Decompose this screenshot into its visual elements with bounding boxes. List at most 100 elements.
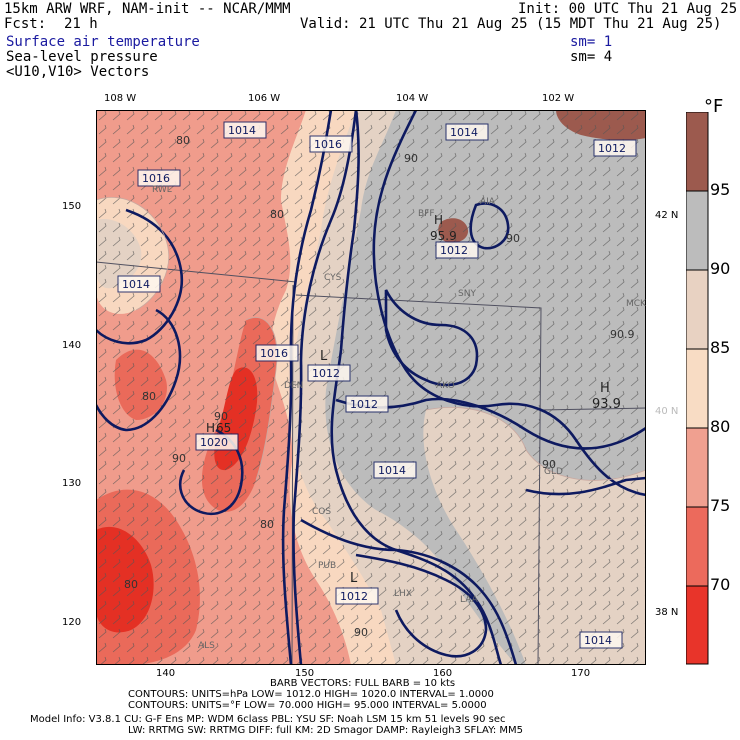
init-time: Init: 00 UTC Thu 21 Aug 25 [518, 1, 738, 17]
isobar-label: 1016 [255, 344, 299, 362]
isobar-label: 1012 [307, 364, 351, 382]
isobar-label-group: 1014 1016 1016 1012 1014 1012 1016 1012 … [117, 121, 637, 649]
station-label: AIA [480, 197, 496, 207]
lon-label-102w: 102 W [542, 93, 575, 104]
smoothing-1: sm= 1 [570, 34, 613, 50]
station-label: AKO [436, 381, 455, 391]
svg-text:1012: 1012 [340, 590, 368, 603]
isobar-label: 1012 [335, 587, 379, 605]
grid-y-label-150: 150 [62, 201, 82, 212]
lon-label-108w: 108 W [104, 93, 137, 104]
svg-text:1016: 1016 [314, 138, 342, 151]
temp-label: 90 [354, 626, 368, 639]
svg-text:1012: 1012 [312, 367, 340, 380]
colorbar-label-75: 75 [710, 496, 731, 515]
station-label: SNY [458, 289, 476, 299]
contour-info-pressure: CONTOURS: UNITS=hPa LOW= 1012.0 HIGH= 10… [128, 689, 494, 700]
station-label: RWL [152, 185, 172, 195]
temp-label: 90.9 [610, 328, 635, 341]
lon-label-106w: 106 W [248, 93, 281, 104]
grid-x-label-140: 140 [156, 668, 176, 679]
station-label: PUB [318, 561, 336, 571]
colorbar-swatch-90-95 [686, 190, 709, 271]
colorbar-swatch-85-90 [686, 269, 709, 350]
isobar-label: 1012 [593, 139, 637, 157]
temp-label-group: 80 80 90 80 90 80 90 90 90 90 90.9 80 [124, 134, 635, 639]
station-label: CYS [324, 273, 342, 283]
smoothing-2: sm= 4 [570, 49, 613, 65]
svg-text:1014: 1014 [584, 634, 612, 647]
isobar-label: 1014 [445, 123, 489, 141]
station-label: COS [312, 507, 331, 517]
high-value: 65 [216, 421, 231, 435]
temp-label: 80 [270, 208, 284, 221]
colorbar-swatch-below-70 [686, 585, 709, 665]
barb-info: BARB VECTORS: FULL BARB = 10 kts [270, 678, 456, 689]
svg-text:1016: 1016 [260, 347, 288, 360]
station-label: LAA [460, 595, 479, 605]
valid-time: Valid: 21 UTC Thu 21 Aug 25 (15 MDT Thu … [300, 16, 722, 32]
wind-barb-field [96, 110, 646, 665]
temp-label: 80 [124, 578, 138, 591]
extrema-group: H 93.9 H 95.9 H 65 L L [206, 213, 621, 586]
low-marker: L [350, 571, 358, 586]
grid-y-label-130: 130 [62, 478, 82, 489]
model-title: 15km ARW WRF, NAM-init -- NCAR/MMM [4, 1, 291, 17]
svg-text:1014: 1014 [450, 126, 478, 139]
isobar-label: 1014 [223, 121, 267, 139]
high-marker: H [600, 381, 610, 396]
svg-text:1020: 1020 [200, 436, 228, 449]
high-marker: H [206, 421, 215, 435]
temp-label: 90 [542, 458, 556, 471]
isobar-label: 1014 [579, 631, 623, 649]
colorbar-label-85: 85 [710, 338, 731, 357]
weather-map: 1014 1016 1016 1012 1014 1012 1016 1012 … [96, 110, 646, 665]
svg-text:1016: 1016 [142, 172, 170, 185]
forecast-label: Fcst: [4, 16, 47, 32]
forecast-hour: 21 h [64, 16, 98, 32]
grid-y-label-120: 120 [62, 617, 82, 628]
temp-label: 80 [260, 518, 274, 531]
svg-text:1012: 1012 [440, 244, 468, 257]
station-label: GLD [544, 467, 563, 477]
station-label: DEN [284, 381, 303, 391]
field-vectors: <U10,V10> Vectors [6, 64, 150, 80]
temp-label: 90 [404, 152, 418, 165]
svg-text:1014: 1014 [122, 278, 150, 291]
isobar-label: 1014 [117, 275, 161, 293]
colorbar-swatch-80-85 [686, 348, 709, 429]
colorbar-swatch-75-80 [686, 427, 709, 508]
grid-y-label-140: 140 [62, 340, 82, 351]
svg-text:1014: 1014 [228, 124, 256, 137]
map-frame [96, 110, 646, 665]
colorbar-swatch-95-plus [686, 112, 709, 192]
station-group: RWL AIA BFF CYS SNY AKO DEN COS PUB LHX … [152, 185, 646, 651]
colorbar-label-95: 95 [710, 180, 731, 199]
grid-x-label-150: 150 [295, 668, 315, 679]
grid-x-label-160: 160 [433, 668, 453, 679]
temp-label: 80 [176, 134, 190, 147]
colorbar-label-70: 70 [710, 575, 731, 594]
lat-label-42n: 42 N [655, 210, 679, 221]
high-value: 95.9 [430, 229, 457, 243]
field-pressure: Sea-level pressure [6, 49, 158, 65]
temp-label: 90 [506, 232, 520, 245]
lon-label-104w: 104 W [396, 93, 429, 104]
station-label: BFF [418, 209, 435, 219]
high-value: 93.9 [592, 397, 621, 412]
colorbar-unit: °F [704, 96, 724, 117]
colorbar-label-90: 90 [710, 259, 731, 278]
temp-label: 80 [142, 390, 156, 403]
isobar-label: 1020 [195, 433, 239, 451]
station-label: MCK [626, 299, 646, 309]
lat-label-38n: 38 N [655, 607, 679, 618]
svg-text:1012: 1012 [598, 142, 626, 155]
temp-contours [96, 197, 646, 481]
temp-label: 90 [214, 410, 228, 423]
grid-x-label-170: 170 [571, 668, 591, 679]
isobar-label: 1016 [309, 135, 353, 153]
lat-label-40n: 40 N [655, 406, 679, 417]
contour-info-temperature: CONTOURS: UNITS=°F LOW= 70.000 HIGH= 95.… [128, 700, 487, 711]
model-info-2: LW: RRTMG SW: RRTMG DIFF: full KM: 2D Sm… [128, 725, 524, 736]
isobars [96, 110, 646, 665]
